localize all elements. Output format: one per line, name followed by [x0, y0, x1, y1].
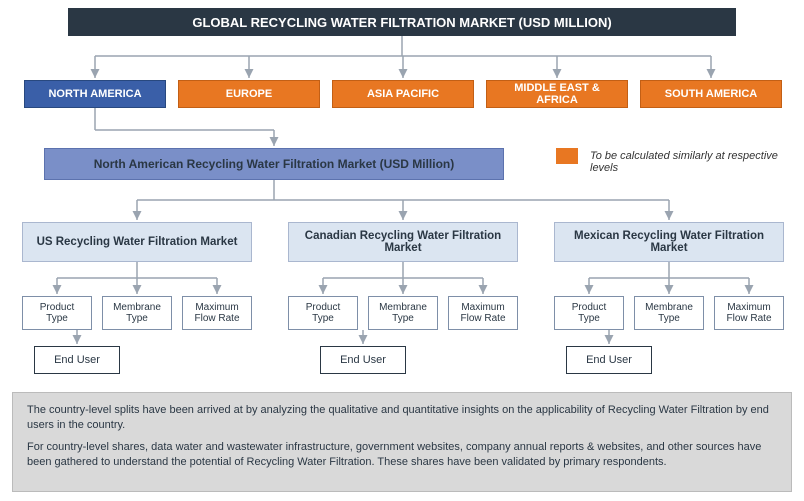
attr-1-0: Product Type: [288, 296, 358, 330]
attr-1-1: Membrane Type: [368, 296, 438, 330]
country-header-1: Canadian Recycling Water Filtration Mark…: [288, 222, 518, 262]
region-4: SOUTH AMERICA: [640, 80, 782, 108]
region-0: NORTH AMERICA: [24, 80, 166, 108]
footer-p1: The country-level splits have been arriv…: [27, 403, 777, 434]
enduser-0: End User: [34, 346, 120, 374]
attr-2-0: Product Type: [554, 296, 624, 330]
attr-2-1: Membrane Type: [634, 296, 704, 330]
country-header-2: Mexican Recycling Water Filtration Marke…: [554, 222, 784, 262]
enduser-1: End User: [320, 346, 406, 374]
country-header-0: US Recycling Water Filtration Market: [22, 222, 252, 262]
attr-0-0: Product Type: [22, 296, 92, 330]
enduser-2: End User: [566, 346, 652, 374]
legend-text: To be calculated similarly at respective…: [584, 144, 784, 180]
region-3: MIDDLE EAST & AFRICA: [486, 80, 628, 108]
attr-1-2: Maximum Flow Rate: [448, 296, 518, 330]
na-subtitle: North American Recycling Water Filtratio…: [44, 148, 504, 180]
chart-title: GLOBAL RECYCLING WATER FILTRATION MARKET…: [68, 8, 736, 36]
attr-0-2: Maximum Flow Rate: [182, 296, 252, 330]
footer-note: The country-level splits have been arriv…: [12, 392, 792, 492]
attr-2-2: Maximum Flow Rate: [714, 296, 784, 330]
region-1: EUROPE: [178, 80, 320, 108]
legend-swatch: [556, 148, 578, 164]
region-2: ASIA PACIFIC: [332, 80, 474, 108]
attr-0-1: Membrane Type: [102, 296, 172, 330]
footer-p2: For country-level shares, data water and…: [27, 440, 777, 471]
